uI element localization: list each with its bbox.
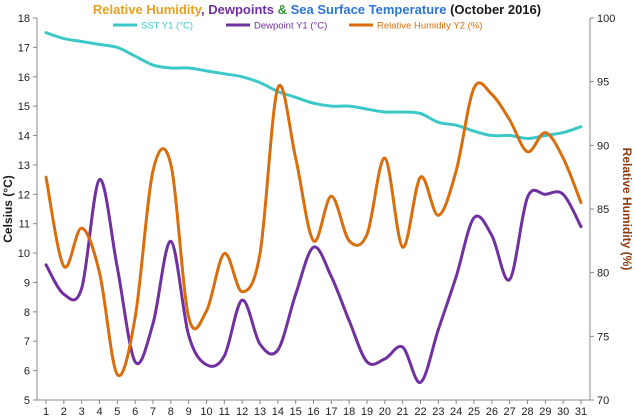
chart-title-part: &: [274, 2, 291, 17]
y-right-tick-label: 80: [597, 268, 609, 280]
y-left-tick-label: 18: [18, 13, 30, 25]
chart-title-part: Dewpoints: [208, 2, 274, 17]
y-right-tick-label: 90: [597, 140, 609, 152]
x-tick-label: 14: [272, 406, 284, 418]
x-tick-label: 31: [575, 406, 587, 418]
x-tick-label: 4: [96, 406, 102, 418]
x-tick-label: 23: [432, 406, 444, 418]
x-tick-label: 7: [150, 406, 156, 418]
x-tick-label: 25: [468, 406, 480, 418]
y-left-tick-label: 14: [18, 131, 30, 143]
chart-title-part: (October 2016): [446, 2, 541, 17]
x-tick-label: 20: [379, 406, 391, 418]
chart-title-part: Sea Surface Temperature: [291, 2, 447, 17]
y-right-tick-label: 100: [597, 13, 615, 25]
x-tick-label: 27: [504, 406, 516, 418]
y-left-tick-label: 9: [24, 277, 30, 289]
x-tick-label: 1: [43, 406, 49, 418]
x-tick-label: 15: [290, 406, 302, 418]
y-left-tick-label: 13: [18, 160, 30, 172]
chart-title-text: Relative Humidity, Dewpoints & Sea Surfa…: [93, 2, 541, 17]
x-tick-label: 12: [236, 406, 248, 418]
y-left-tick-label: 12: [18, 189, 30, 201]
x-tick-label: 16: [307, 406, 319, 418]
chart-title-part: ,: [201, 2, 208, 17]
y-left-tick-label: 5: [24, 395, 30, 407]
sst-legend-label: SST Y1 (°C): [141, 21, 193, 32]
x-tick-label: 21: [397, 406, 409, 418]
chart-legend: SST Y1 (°C) Dewpoint Y1 (°C) Relative Humi…: [113, 21, 482, 32]
y-right-tick-label: 75: [597, 331, 609, 343]
x-tick-label: 30: [557, 406, 569, 418]
x-tick-label: 5: [114, 406, 120, 418]
sst-series-line: [44, 31, 583, 140]
x-tick-label: 22: [414, 406, 426, 418]
x-tick-label: 17: [325, 406, 337, 418]
y-right-tick-label: 70: [597, 395, 609, 407]
relative-humidity-legend-label: Relative Humidity Y2 (%): [377, 21, 482, 32]
x-tick-label: 18: [343, 406, 355, 418]
x-tick-label: 3: [79, 406, 85, 418]
y-left-tick-label: 10: [18, 248, 30, 260]
x-tick-label: 2: [61, 406, 67, 418]
x-tick-label: 13: [254, 406, 266, 418]
chart-title: Relative Humidity, Dewpoints & Sea Surfa…: [93, 2, 541, 17]
chart-series: [44, 31, 583, 384]
x-tick-label: 8: [168, 406, 174, 418]
y-left-tick-label: 8: [24, 307, 30, 319]
chart-title-part: Relative Humidity: [93, 2, 203, 17]
y-left-tick-label: 7: [24, 336, 30, 348]
x-tick-label: 28: [521, 406, 533, 418]
x-tick-label: 29: [539, 406, 551, 418]
y-left-tick-label: 15: [18, 101, 30, 113]
y-axis-right-label: Relative Humidity (%): [620, 148, 634, 271]
y-left-tick-label: 16: [18, 72, 30, 84]
x-tick-label: 9: [186, 406, 192, 418]
y-axis-left-label: Celsius (°C): [1, 175, 15, 242]
y-right-tick-label: 95: [597, 77, 609, 89]
y-right-tick-label: 85: [597, 204, 609, 216]
x-tick-label: 19: [361, 406, 373, 418]
x-tick-label: 6: [132, 406, 138, 418]
x-tick-label: 10: [200, 406, 212, 418]
x-tick-label: 11: [219, 406, 230, 418]
y-left-tick-label: 6: [24, 366, 30, 378]
y-left-tick-label: 17: [18, 42, 30, 54]
relative-humidity-series-line: [44, 81, 583, 378]
dewpoint-series-line: [44, 178, 583, 384]
x-tick-label: 26: [486, 406, 498, 418]
dewpoint-legend-label: Dewpoint Y1 (°C): [254, 21, 327, 32]
y-left-tick-label: 11: [19, 219, 30, 231]
x-tick-label: 24: [450, 406, 462, 418]
